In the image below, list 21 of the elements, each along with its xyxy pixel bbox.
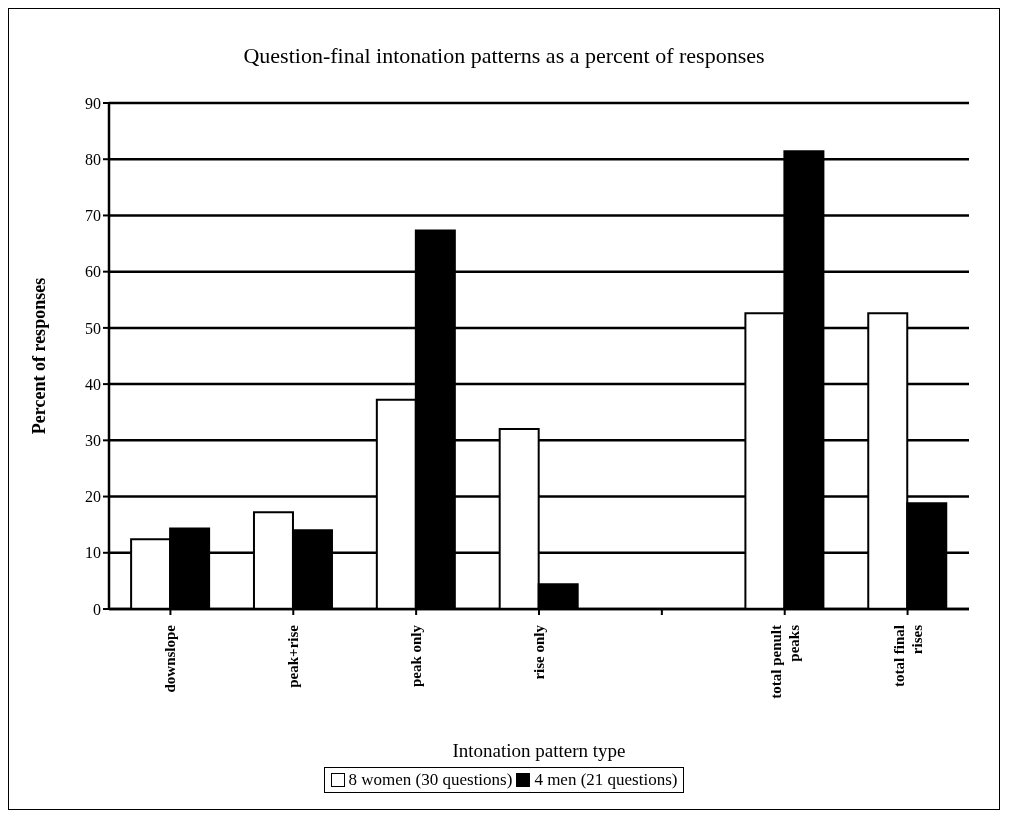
y-tick-label: 40 [85, 375, 101, 393]
x-tick-label: downslope [162, 624, 179, 693]
x-tick-label: total final rises [890, 624, 925, 688]
x-axis-title: Intonation pattern type [452, 740, 626, 761]
y-tick-label: 60 [85, 263, 101, 281]
x-tick-label: total penult peaks [767, 624, 802, 699]
y-axis-title: Percent of responses [29, 277, 50, 435]
y-tick-label: 0 [93, 600, 101, 618]
chart-title: Question-final intonation patterns as a percent of responses [242, 43, 766, 70]
y-tick-label: 20 [85, 488, 101, 506]
legend-label: 4 men (21 questions) [534, 770, 678, 790]
x-tick-label: rise only [531, 624, 547, 680]
y-tick-label: 80 [85, 150, 101, 168]
x-tick-label: peak only [408, 624, 425, 688]
y-tick-label: 50 [85, 319, 101, 337]
x-tick-label: peak+rise [285, 624, 302, 688]
y-tick-label: 10 [85, 544, 101, 562]
y-tick-label: 30 [85, 432, 101, 450]
y-tick-label: 70 [85, 207, 101, 225]
legend-label: 8 women (30 questions) [348, 770, 513, 790]
y-tick-label: 90 [85, 94, 101, 112]
